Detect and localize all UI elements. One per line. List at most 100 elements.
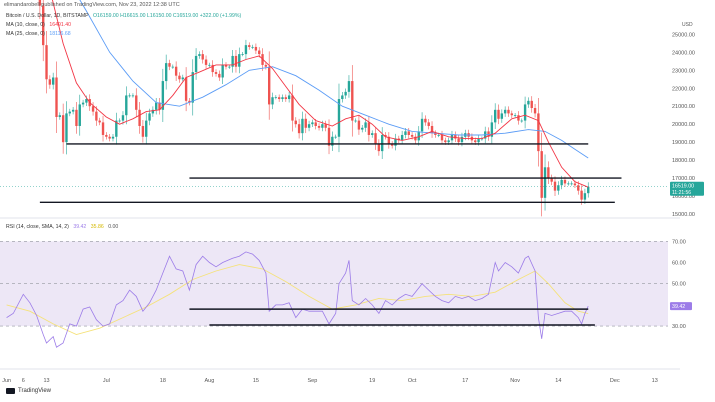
candle-56 (208, 64, 211, 66)
candle-98 (347, 81, 351, 92)
candle-38 (148, 113, 151, 121)
price-tick-label-4: 19000.00 (672, 140, 695, 146)
price-currency-label: USD (682, 22, 693, 28)
candle-66 (241, 54, 244, 55)
candle-141 (490, 122, 494, 137)
legend-ma10-row: MA (10, close, 0) 16491.40 (6, 22, 71, 28)
candle-61 (224, 64, 228, 67)
x-tick-label-14: 13 (652, 378, 658, 384)
legend-symbol: Bitcoin / U.S. Dollar, 1D, BITSTAMP (6, 13, 89, 19)
candle-102 (361, 127, 364, 130)
candle-36 (141, 125, 145, 137)
candle-148 (513, 115, 517, 117)
candle-158 (547, 167, 550, 179)
candle-164 (567, 183, 570, 185)
candle-118 (414, 136, 417, 141)
candle-87 (311, 122, 314, 125)
price-tick-label-1: 16000.00 (672, 194, 695, 200)
candle-51 (191, 72, 194, 103)
candle-55 (204, 59, 208, 65)
last-price-tag (670, 181, 704, 196)
candle-97 (344, 91, 347, 96)
candle-81 (291, 95, 294, 121)
legend-ohlc: O16159.00 H16615.00 L16150.00 C16519.00 … (93, 13, 242, 19)
x-tick-label-8: 19 (369, 378, 375, 384)
rsi-tick-label-3: 60.00 (672, 261, 686, 267)
candle-28 (115, 120, 118, 137)
candle-130 (454, 134, 457, 139)
legend-ma10-value: 16491.40 (49, 22, 72, 28)
candle-79 (284, 97, 288, 100)
candle-147 (510, 113, 513, 116)
candle-37 (145, 120, 148, 137)
candle-115 (404, 131, 407, 135)
candle-30 (121, 115, 125, 121)
candle-62 (228, 66, 231, 68)
candle-31 (125, 95, 128, 116)
last-price-label: 16519.00 (672, 184, 694, 190)
candle-169 (583, 193, 587, 200)
candle-100 (354, 120, 357, 122)
candle-19 (85, 99, 88, 103)
candle-159 (550, 178, 553, 182)
candle-137 (477, 138, 480, 143)
tradingview-logo-icon (6, 388, 15, 394)
candle-23 (98, 120, 101, 123)
candle-15 (71, 109, 75, 112)
candle-24 (101, 122, 105, 135)
price-tick-label-3: 18000.00 (672, 158, 695, 164)
candle-155 (537, 113, 540, 152)
candle-125 (437, 134, 440, 136)
candle-112 (394, 138, 397, 146)
footer-brand-label: TradingView (18, 388, 52, 394)
candle-126 (440, 134, 444, 141)
candle-93 (331, 136, 334, 146)
candle-127 (444, 140, 447, 143)
candle-39 (151, 109, 155, 114)
candle-75 (271, 97, 274, 105)
candle-152 (527, 100, 530, 105)
price-tick-label-2: 17000.00 (672, 176, 695, 182)
candle-21 (91, 106, 95, 112)
candle-167 (577, 185, 580, 191)
candle-78 (281, 97, 284, 100)
candle-109 (384, 134, 387, 137)
rsi-sma-line (6, 264, 589, 335)
candle-53 (198, 54, 201, 56)
footer-brand: TradingView (6, 388, 51, 394)
candle-17 (78, 104, 81, 126)
candle-168 (580, 190, 583, 200)
candle-91 (324, 124, 327, 128)
x-tick-label-11: Nov (510, 378, 520, 384)
candle-34 (135, 95, 138, 110)
candle-110 (387, 136, 391, 144)
candle-145 (503, 109, 507, 114)
countdown-label: 11:21:56 (672, 190, 691, 196)
candle-33 (131, 95, 135, 97)
candle-142 (493, 109, 497, 123)
candle-121 (424, 118, 427, 123)
candle-95 (337, 99, 341, 137)
candle-54 (201, 54, 204, 60)
x-tick-label-4: 18 (160, 378, 166, 384)
price-tick-label-5: 20000.00 (672, 122, 695, 128)
candle-42 (161, 81, 165, 110)
candle-35 (138, 109, 141, 126)
price-tick-label-6: 21000.00 (672, 104, 695, 110)
candle-105 (371, 133, 374, 135)
rsi-tick-label-2: 50.00 (672, 282, 686, 288)
candle-57 (211, 64, 214, 73)
candle-45 (171, 66, 175, 68)
legend-ma10-label: MA (10, close, 0) (6, 22, 45, 28)
candle-86 (307, 124, 311, 128)
candle-136 (474, 140, 477, 143)
candle-47 (178, 75, 181, 80)
candle-18 (81, 102, 85, 105)
legend-rsi-value: 39.42 (73, 224, 87, 230)
candle-80 (287, 95, 291, 100)
candle-170 (587, 186, 590, 194)
x-tick-label-0: 6 (22, 378, 25, 384)
x-tick-label-6: 15 (253, 378, 259, 384)
candle-16 (75, 109, 78, 126)
candle-114 (400, 134, 404, 141)
